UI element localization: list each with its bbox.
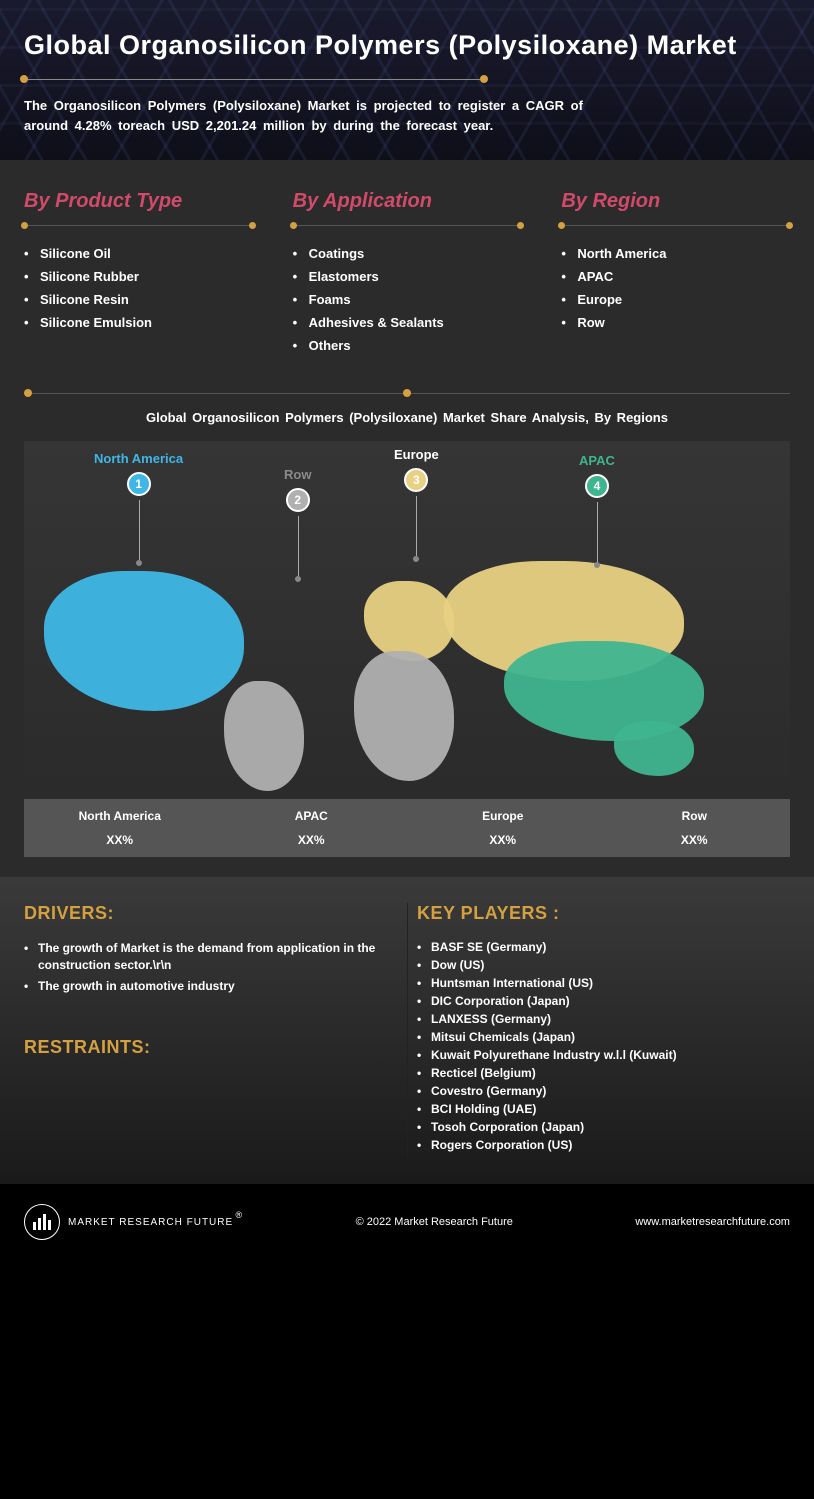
region-label-europe: Europe 3	[394, 447, 439, 492]
percent-name: APAC	[216, 809, 408, 823]
continent-europe-shape	[364, 581, 454, 661]
brand-logo: MARKET RESEARCH FUTURE®	[24, 1204, 233, 1240]
drivers-restraints-col: DRIVERS: The growth of Market is the dem…	[24, 903, 397, 1154]
segment-title: By Region	[561, 190, 790, 213]
percent-item: North America XX%	[24, 809, 216, 847]
region-pin: 1	[127, 472, 151, 496]
list-item: Elastomers	[293, 265, 522, 288]
segment-region: By Region North America APAC Europe Row	[561, 190, 790, 357]
subtitle: The Organosilicon Polymers (Polysiloxane…	[24, 96, 584, 136]
percent-value: XX%	[24, 833, 216, 847]
region-name: North America	[94, 451, 183, 466]
list-item: The growth in automotive industry	[24, 976, 397, 997]
region-label-row: Row 2	[284, 467, 311, 512]
segment-product-type: By Product Type Silicone Oil Silicone Ru…	[24, 190, 253, 357]
continent-south-america	[224, 681, 304, 791]
continent-africa	[354, 651, 454, 781]
keyplayers-heading: KEY PLAYERS :	[417, 903, 790, 924]
list-item: BASF SE (Germany)	[417, 938, 790, 956]
brand-name: MARKET RESEARCH FUTURE®	[68, 1217, 233, 1228]
footer-url: www.marketresearchfuture.com	[635, 1216, 790, 1228]
percent-item: Europe XX%	[407, 809, 599, 847]
region-name: Europe	[394, 447, 439, 462]
drivers-list: The growth of Market is the demand from …	[24, 938, 397, 996]
list-item: Tosoh Corporation (Japan)	[417, 1118, 790, 1136]
map-section: Global Organosilicon Polymers (Polysilox…	[0, 381, 814, 877]
header-section: Global Organosilicon Polymers (Polysilox…	[0, 0, 814, 160]
region-name: APAC	[579, 453, 615, 468]
list-item: Covestro (Germany)	[417, 1082, 790, 1100]
divider	[293, 225, 522, 226]
divider	[561, 225, 790, 226]
percent-item: Row XX%	[599, 809, 791, 847]
list-item: Adhesives & Sealants	[293, 311, 522, 334]
region-name: Row	[284, 467, 311, 482]
list-item: Rogers Corporation (US)	[417, 1136, 790, 1154]
list-item: Recticel (Belgium)	[417, 1064, 790, 1082]
percent-name: Europe	[407, 809, 599, 823]
segment-list: North America APAC Europe Row	[561, 242, 790, 334]
list-item: Mitsui Chemicals (Japan)	[417, 1028, 790, 1046]
percent-value: XX%	[599, 833, 791, 847]
list-item: Silicone Emulsion	[24, 311, 253, 334]
keyplayers-col: KEY PLAYERS : BASF SE (Germany)Dow (US)H…	[417, 903, 790, 1154]
region-label-apac: APAC 4	[579, 453, 615, 498]
list-item: Row	[561, 311, 790, 334]
percent-name: North America	[24, 809, 216, 823]
segment-application: By Application Coatings Elastomers Foams…	[293, 190, 522, 357]
drivers-heading: DRIVERS:	[24, 903, 397, 924]
segment-title: By Product Type	[24, 190, 253, 213]
list-item: APAC	[561, 265, 790, 288]
restraints-heading: RESTRAINTS:	[24, 1037, 397, 1058]
world-map: North America 1 Row 2 Europe 3 APAC 4	[24, 441, 790, 791]
keyplayers-list: BASF SE (Germany)Dow (US)Huntsman Intern…	[417, 938, 790, 1154]
segment-list: Coatings Elastomers Foams Adhesives & Se…	[293, 242, 522, 357]
list-item: Kuwait Polyurethane Industry w.l.l (Kuwa…	[417, 1046, 790, 1064]
region-pin: 4	[585, 474, 609, 498]
continent-north-america	[44, 571, 244, 711]
segment-title: By Application	[293, 190, 522, 213]
list-item: Coatings	[293, 242, 522, 265]
map-title: Global Organosilicon Polymers (Polysilox…	[24, 410, 790, 425]
percent-value: XX%	[407, 833, 599, 847]
list-item: DIC Corporation (Japan)	[417, 992, 790, 1010]
page-title: Global Organosilicon Polymers (Polysilox…	[24, 30, 790, 61]
divider	[24, 393, 790, 394]
percent-name: Row	[599, 809, 791, 823]
list-item: BCI Holding (UAE)	[417, 1100, 790, 1118]
list-item: Europe	[561, 288, 790, 311]
list-item: Huntsman International (US)	[417, 974, 790, 992]
region-label-north-america: North America 1	[94, 451, 183, 496]
footer: MARKET RESEARCH FUTURE® © 2022 Market Re…	[0, 1184, 814, 1260]
percent-value: XX%	[216, 833, 408, 847]
list-item: Silicone Resin	[24, 288, 253, 311]
list-item: The growth of Market is the demand from …	[24, 938, 397, 976]
percent-item: APAC XX%	[216, 809, 408, 847]
segment-list: Silicone Oil Silicone Rubber Silicone Re…	[24, 242, 253, 334]
bottom-section: DRIVERS: The growth of Market is the dem…	[0, 877, 814, 1184]
continent-australia	[614, 721, 694, 776]
copyright: © 2022 Market Research Future	[356, 1216, 513, 1228]
region-pin: 2	[286, 488, 310, 512]
list-item: Silicone Oil	[24, 242, 253, 265]
logo-icon	[24, 1204, 60, 1240]
segments-section: By Product Type Silicone Oil Silicone Ru…	[0, 160, 814, 381]
title-divider	[24, 79, 484, 80]
region-pin: 3	[404, 468, 428, 492]
divider	[24, 225, 253, 226]
list-item: Others	[293, 334, 522, 357]
list-item: LANXESS (Germany)	[417, 1010, 790, 1028]
list-item: Silicone Rubber	[24, 265, 253, 288]
list-item: Dow (US)	[417, 956, 790, 974]
percent-bar: North America XX% APAC XX% Europe XX% Ro…	[24, 799, 790, 857]
list-item: Foams	[293, 288, 522, 311]
list-item: North America	[561, 242, 790, 265]
